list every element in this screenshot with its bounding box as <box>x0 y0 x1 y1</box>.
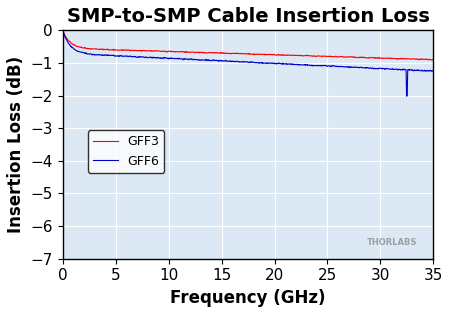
GFF6 <box>280 62 285 66</box>
GFF3 <box>137 49 143 53</box>
GFF6 <box>296 63 301 67</box>
GFF6 <box>404 94 409 98</box>
GFF6 <box>194 58 199 62</box>
GFF6 <box>137 55 143 59</box>
Line: GFF3: GFF3 <box>63 30 433 60</box>
GFF3 <box>194 51 199 55</box>
Line: GFF6: GFF6 <box>63 30 433 96</box>
GFF3 <box>402 57 407 61</box>
GFF6 <box>60 28 65 32</box>
GFF3 <box>235 51 240 55</box>
GFF6 <box>431 69 436 73</box>
GFF6 <box>402 68 407 72</box>
Title: SMP-to-SMP Cable Insertion Loss: SMP-to-SMP Cable Insertion Loss <box>67 7 429 26</box>
Text: THORLABS: THORLABS <box>367 238 417 247</box>
GFF3 <box>280 53 285 57</box>
Y-axis label: Insertion Loss (dB): Insertion Loss (dB) <box>7 56 25 233</box>
Legend: GFF3, GFF6: GFF3, GFF6 <box>87 130 164 173</box>
GFF3 <box>429 58 434 62</box>
GFF3 <box>431 58 436 62</box>
GFF3 <box>60 28 65 32</box>
GFF6 <box>235 60 240 63</box>
X-axis label: Frequency (GHz): Frequency (GHz) <box>170 289 326 307</box>
GFF3 <box>296 54 301 57</box>
